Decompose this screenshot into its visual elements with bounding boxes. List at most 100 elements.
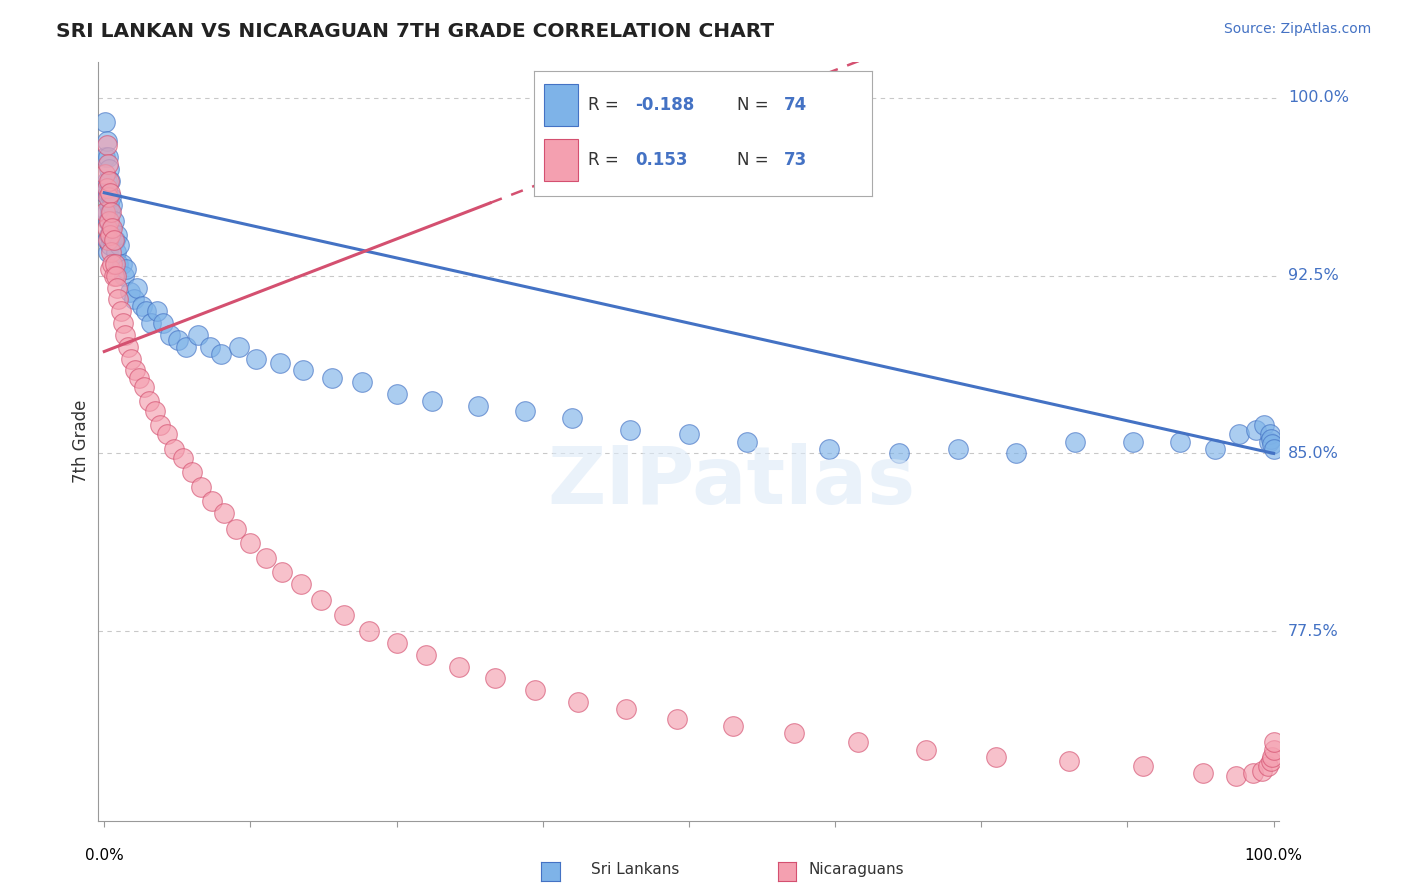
Point: [619, 423, 641, 437]
Point: [357, 624, 380, 638]
Point: [1132, 759, 1154, 773]
Point: [94, 186, 117, 200]
Point: [104, 244, 127, 259]
Point: [201, 493, 224, 508]
Point: [114, 327, 136, 342]
Point: [97, 162, 120, 177]
Point: [110, 304, 132, 318]
Point: [94, 204, 117, 219]
Point: [561, 410, 583, 425]
Point: [1253, 417, 1275, 432]
Point: [1263, 442, 1285, 456]
Point: [139, 316, 162, 330]
Point: [97, 233, 120, 247]
Text: R =: R =: [588, 151, 630, 169]
Point: [122, 293, 145, 307]
Point: [115, 261, 138, 276]
Point: [420, 394, 443, 409]
Point: [94, 114, 117, 128]
Point: [1261, 749, 1284, 764]
Point: [117, 340, 139, 354]
Point: [889, 446, 911, 460]
Text: R =: R =: [588, 96, 624, 114]
Point: [104, 268, 127, 283]
Bar: [544, 139, 578, 181]
Text: ZIPatlas: ZIPatlas: [547, 442, 915, 521]
Point: [309, 593, 332, 607]
Point: [103, 214, 125, 228]
Text: N =: N =: [737, 151, 773, 169]
Point: [385, 636, 408, 650]
Point: [97, 197, 120, 211]
Point: [1227, 427, 1250, 442]
Point: [1225, 769, 1247, 783]
Point: [97, 157, 120, 171]
Point: [350, 376, 373, 390]
Text: Nicaraguans: Nicaraguans: [808, 863, 904, 877]
Point: [723, 719, 745, 733]
Point: [101, 233, 124, 247]
Point: [156, 427, 179, 442]
Point: [187, 327, 209, 342]
Point: [97, 186, 120, 200]
Point: [292, 363, 315, 377]
Point: [107, 293, 129, 307]
Point: [1260, 432, 1282, 446]
Point: [245, 351, 267, 366]
Text: 92.5%: 92.5%: [1288, 268, 1339, 283]
Point: [523, 683, 546, 698]
Point: [138, 394, 160, 409]
Point: [1122, 434, 1144, 449]
Point: [321, 370, 343, 384]
Text: -0.188: -0.188: [636, 96, 695, 114]
Point: [212, 506, 235, 520]
Point: [167, 333, 190, 347]
Point: [97, 228, 120, 243]
Point: [124, 363, 146, 377]
Text: 85.0%: 85.0%: [1288, 446, 1339, 461]
Point: [174, 340, 197, 354]
Point: [1257, 759, 1279, 773]
Point: [415, 648, 437, 662]
Point: [98, 261, 121, 276]
Point: [1057, 755, 1080, 769]
Point: [105, 228, 128, 243]
Point: [1260, 755, 1282, 769]
Point: [1261, 437, 1284, 451]
Point: [1192, 766, 1215, 780]
Point: [1258, 434, 1281, 449]
Point: [915, 742, 938, 756]
Point: [105, 280, 128, 294]
Point: [1258, 427, 1281, 442]
Point: [97, 244, 120, 259]
Point: [100, 221, 122, 235]
Point: [385, 387, 408, 401]
Point: [107, 257, 129, 271]
Point: [131, 300, 153, 314]
Point: [228, 340, 250, 354]
Point: [149, 417, 172, 432]
Point: [103, 268, 125, 283]
Point: [111, 316, 134, 330]
Text: 100.0%: 100.0%: [1288, 90, 1348, 105]
Point: [118, 285, 141, 300]
Text: 100.0%: 100.0%: [1244, 848, 1302, 863]
Point: [146, 304, 169, 318]
Point: [986, 749, 1008, 764]
Point: [135, 304, 157, 318]
Point: [1005, 446, 1028, 460]
Point: [181, 466, 204, 480]
Point: [132, 380, 155, 394]
Point: [666, 712, 689, 726]
Point: [1244, 423, 1267, 437]
Point: [269, 356, 291, 370]
Point: [1263, 742, 1285, 756]
Point: [96, 221, 118, 235]
Point: [98, 238, 121, 252]
Text: 77.5%: 77.5%: [1288, 624, 1339, 639]
Point: [100, 244, 122, 259]
Point: [614, 702, 637, 716]
Point: [737, 434, 759, 449]
Text: SRI LANKAN VS NICARAGUAN 7TH GRADE CORRELATION CHART: SRI LANKAN VS NICARAGUAN 7TH GRADE CORRE…: [56, 22, 775, 41]
Point: [101, 257, 124, 271]
